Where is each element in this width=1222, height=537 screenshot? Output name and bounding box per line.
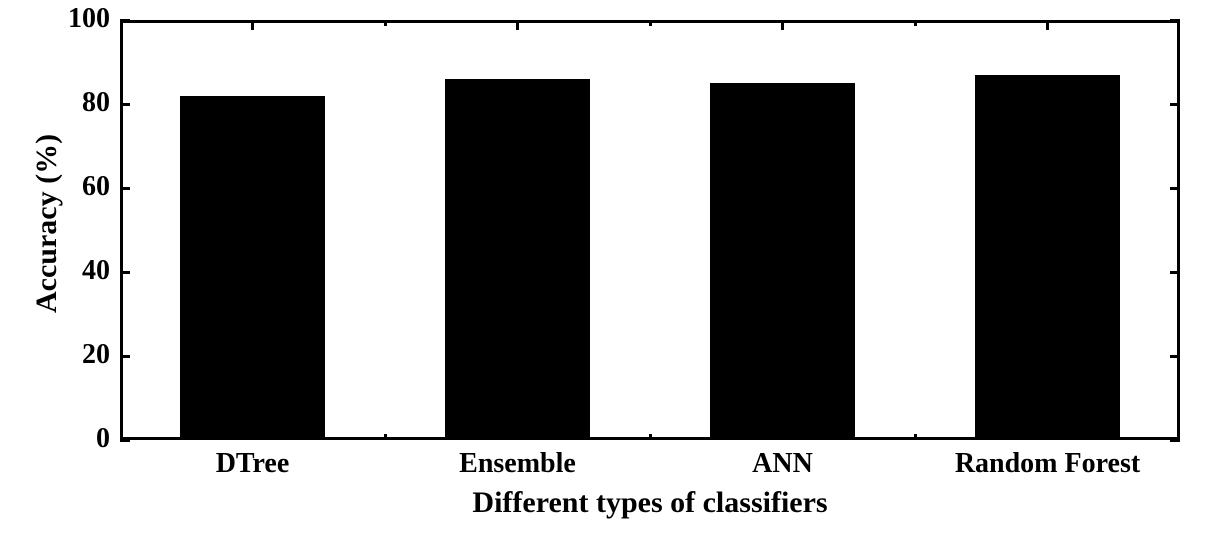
x-minor-tick-top [649,20,652,26]
accuracy-bar-chart: Accuracy (%) Different types of classifi… [0,0,1222,537]
x-minor-tick-bottom [384,434,387,440]
x-tick-top [781,20,784,30]
y-tick-right [1170,187,1180,190]
y-tick-label: 20 [40,339,110,371]
x-tick-label: DTree [103,448,403,480]
x-tick-label: ANN [633,448,933,480]
x-minor-tick-top [914,20,917,26]
x-minor-tick-bottom [649,434,652,440]
y-tick-right [1170,355,1180,358]
plot-area [120,20,1180,440]
bar [445,79,591,437]
bar [710,83,856,437]
x-tick-label: Random Forest [898,448,1198,480]
y-tick-left [120,103,130,106]
y-tick-left [120,19,130,22]
y-tick-right [1170,103,1180,106]
x-minor-tick-bottom [914,434,917,440]
y-tick-label: 100 [40,3,110,35]
x-minor-tick-top [384,20,387,26]
y-tick-label: 60 [40,171,110,203]
bar [975,75,1121,437]
y-tick-right [1170,19,1180,22]
x-axis-label: Different types of classifiers [120,486,1180,520]
y-tick-label: 80 [40,87,110,119]
x-tick-top [251,20,254,30]
y-tick-right [1170,271,1180,274]
y-tick-left [120,271,130,274]
x-tick-top [1046,20,1049,30]
x-tick-top [516,20,519,30]
axis-right [1177,20,1180,440]
y-tick-left [120,187,130,190]
y-tick-label: 0 [40,423,110,455]
y-tick-left [120,355,130,358]
axis-left [120,20,123,440]
y-tick-right [1170,439,1180,442]
x-tick-label: Ensemble [368,448,668,480]
y-tick-left [120,439,130,442]
bar [180,96,326,437]
y-tick-label: 40 [40,255,110,287]
